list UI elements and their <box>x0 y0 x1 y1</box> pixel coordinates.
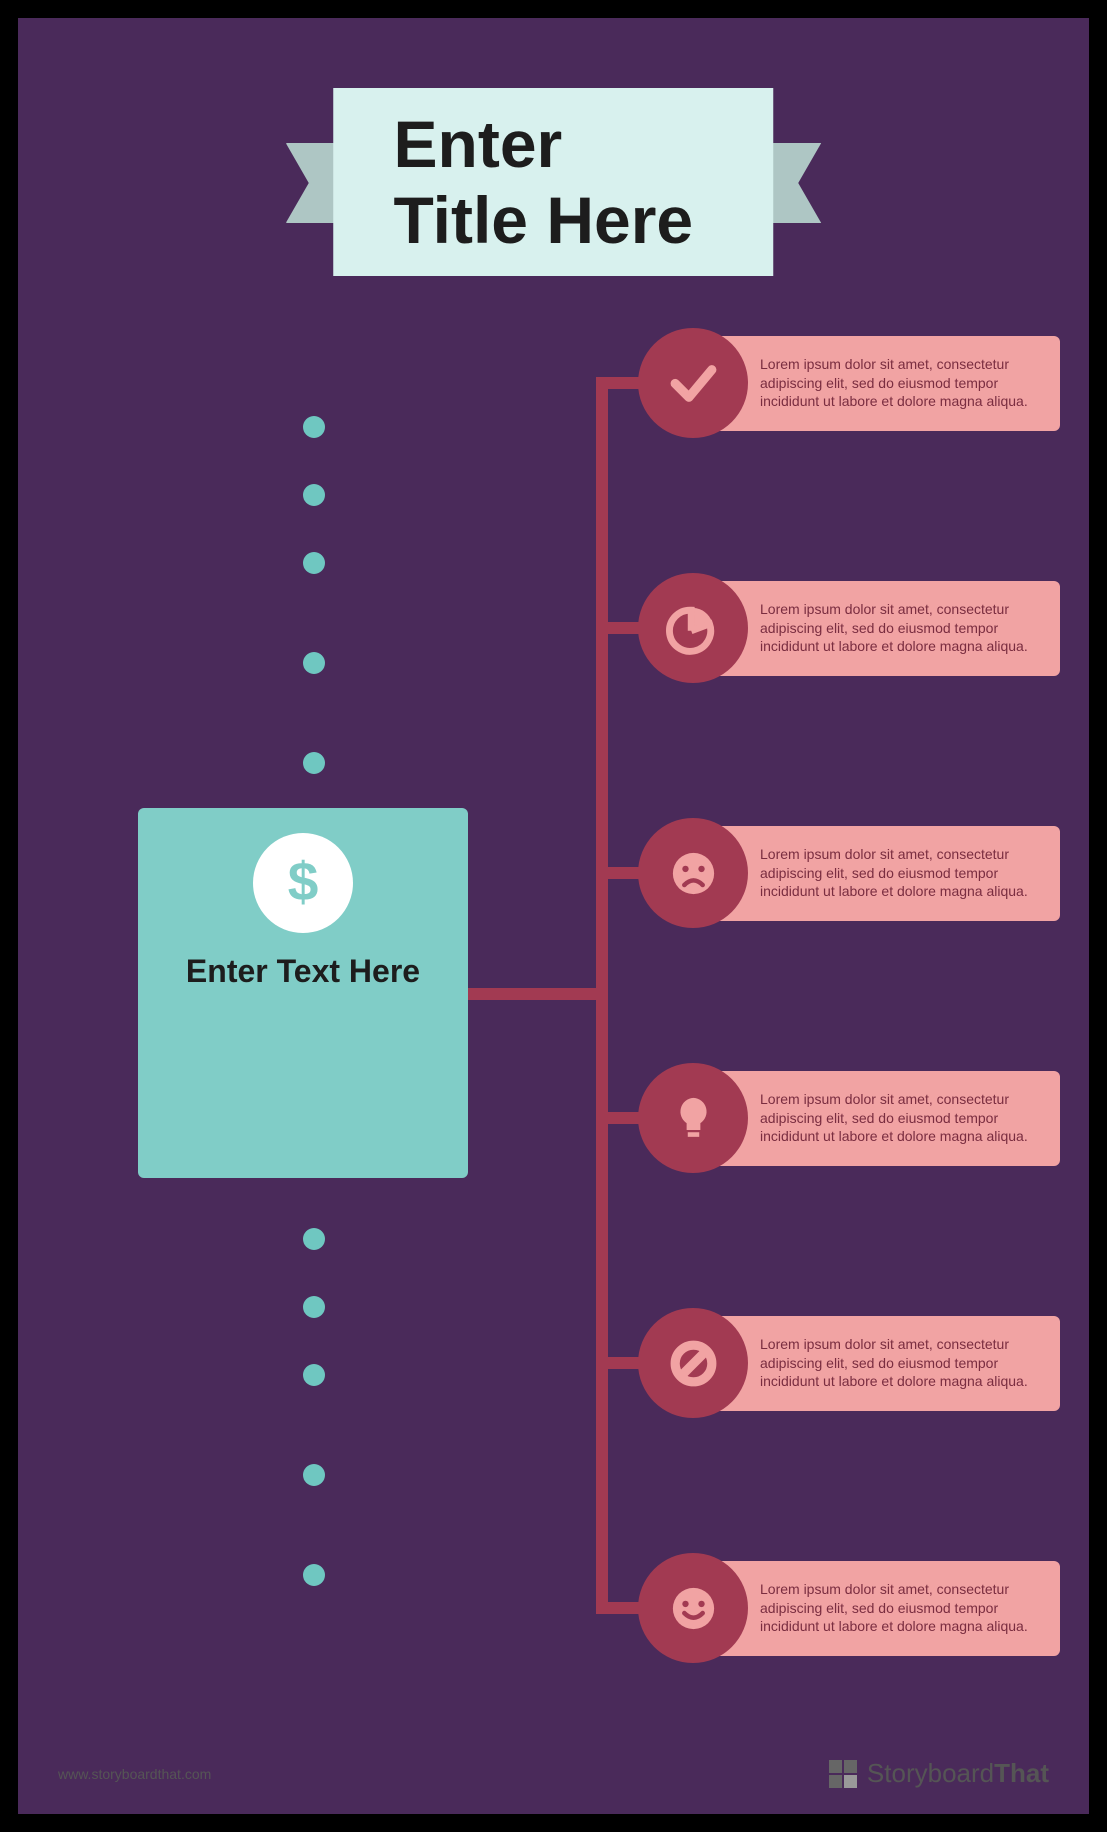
page-title: Enter Title Here <box>334 88 774 276</box>
brand-text-bold: That <box>994 1758 1049 1788</box>
branch-text: Lorem ipsum dolor sit amet, consectetur … <box>760 845 1046 902</box>
branch-text-box: Lorem ipsum dolor sit amet, consectetur … <box>700 1316 1060 1411</box>
sad-face-icon <box>638 818 748 928</box>
check-icon <box>638 328 748 438</box>
branch-text-box: Lorem ipsum dolor sit amet, consectetur … <box>700 1071 1060 1166</box>
branch-node: Lorem ipsum dolor sit amet, consectetur … <box>638 1308 1060 1418</box>
brand-text-pre: Storyboard <box>867 1758 994 1788</box>
decorative-dot <box>303 1228 325 1250</box>
svg-text:$: $ <box>288 853 319 913</box>
decorative-dot <box>303 484 325 506</box>
branch-node: Lorem ipsum dolor sit amet, consectetur … <box>638 328 1060 438</box>
brand-logo-icon <box>829 1760 859 1788</box>
branch-text: Lorem ipsum dolor sit amet, consectetur … <box>760 1580 1046 1637</box>
branch-node: Lorem ipsum dolor sit amet, consectetur … <box>638 573 1060 683</box>
happy-face-icon <box>638 1553 748 1663</box>
branch-text-box: Lorem ipsum dolor sit amet, consectetur … <box>700 581 1060 676</box>
branch-text: Lorem ipsum dolor sit amet, consectetur … <box>760 1335 1046 1392</box>
decorative-dot <box>303 652 325 674</box>
decorative-dot <box>303 1296 325 1318</box>
connector-main-horizontal <box>468 988 608 1000</box>
branch-text: Lorem ipsum dolor sit amet, consectetur … <box>760 355 1046 412</box>
decorative-dot <box>303 1364 325 1386</box>
branch-node: Lorem ipsum dolor sit amet, consectetur … <box>638 818 1060 928</box>
branch-node: Lorem ipsum dolor sit amet, consectetur … <box>638 1553 1060 1663</box>
branch-text-box: Lorem ipsum dolor sit amet, consectetur … <box>700 826 1060 921</box>
lightbulb-icon <box>638 1063 748 1173</box>
infographic-canvas: Enter Title Here $ Enter Text Here Lorem… <box>18 18 1089 1814</box>
decorative-dot <box>303 416 325 438</box>
no-entry-icon <box>638 1308 748 1418</box>
branch-text-box: Lorem ipsum dolor sit amet, consectetur … <box>700 336 1060 431</box>
branch-text: Lorem ipsum dolor sit amet, consectetur … <box>760 600 1046 657</box>
footer-url: www.storyboardthat.com <box>58 1766 211 1782</box>
main-topic-box: $ Enter Text Here <box>138 808 468 1178</box>
branch-text-box: Lorem ipsum dolor sit amet, consectetur … <box>700 1561 1060 1656</box>
decorative-dot <box>303 1564 325 1586</box>
main-topic-text: Enter Text Here <box>138 953 468 990</box>
decorative-dot <box>303 552 325 574</box>
branch-node: Lorem ipsum dolor sit amet, consectetur … <box>638 1063 1060 1173</box>
connector-vertical-stem <box>596 378 608 1608</box>
decorative-dot <box>303 1464 325 1486</box>
title-banner: Enter Title Here <box>286 88 822 276</box>
footer-brand: StoryboardThat <box>829 1758 1049 1789</box>
branch-text: Lorem ipsum dolor sit amet, consectetur … <box>760 1090 1046 1147</box>
decorative-dot <box>303 752 325 774</box>
page-outer: Enter Title Here $ Enter Text Here Lorem… <box>0 0 1107 1832</box>
dollar-sign-icon: $ <box>253 833 353 933</box>
pie-chart-icon <box>638 573 748 683</box>
